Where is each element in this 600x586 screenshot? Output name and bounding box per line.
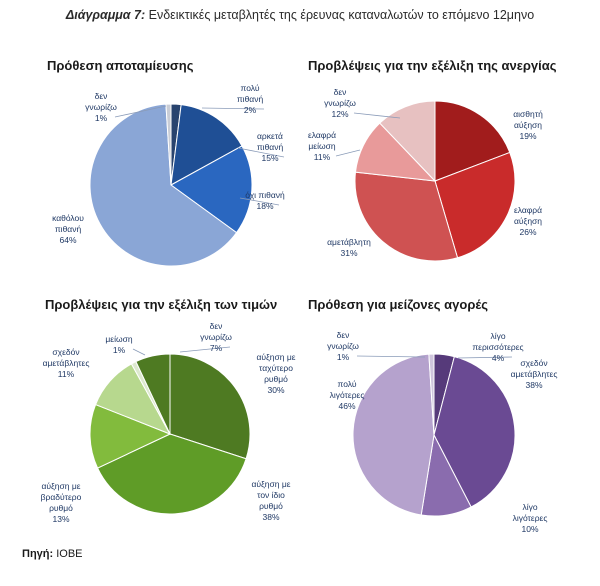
pie-slice-prices-1	[96, 433, 247, 515]
chart-caption: Διάγραμμα 7: Ενδεικτικές μεταβλητές της …	[0, 8, 600, 22]
leader-line-unemployment-4	[353, 112, 401, 119]
pie-slice-prices-2	[89, 403, 172, 469]
leader-line-prices-4	[132, 348, 146, 356]
leader-line-savings-4	[114, 105, 167, 118]
caption-text: Ενδεικτικές μεταβλητές της έρευνας καταν…	[148, 8, 535, 22]
pie-title-prices: Προβλέψεις για την εξέλιξη των τιμών	[45, 297, 278, 312]
pie-slice-purchases-1	[433, 355, 516, 508]
leader-line-savings-2	[239, 197, 280, 206]
pie-title-unemployment: Προβλέψεις για την εξέλιξη της ανεργίας	[308, 58, 557, 73]
pie-slice-unemployment-1	[434, 151, 516, 259]
pie-slice-purchases-4	[428, 353, 435, 436]
caption-number: Διάγραμμα 7:	[65, 8, 146, 22]
data-label-unemployment-2: αμετάβλητη 31%	[327, 237, 371, 258]
source-value: ΙΟΒΕ	[56, 548, 83, 560]
data-label-purchases-0: λίγο περισσότερες 4%	[472, 331, 523, 363]
data-label-prices-5: δεν γνωρίζω 7%	[200, 321, 232, 353]
data-label-savings-2: όχι πιθανή 18%	[245, 190, 285, 211]
pie-slice-prices-0	[169, 353, 251, 460]
data-label-purchases-3: πολύ λιγότερες 46%	[330, 379, 365, 411]
source-note: Πηγή: ΙΟΒΕ	[22, 548, 83, 560]
leader-line-prices-5	[179, 346, 231, 353]
data-label-prices-4: μείωση 1%	[105, 334, 132, 355]
pie-title-purchases: Πρόθεση για μείζονες αγορές	[308, 297, 488, 312]
pie-slice-savings-1	[170, 104, 243, 186]
data-label-prices-3: σχεδόν αμετάβλητες 11%	[43, 347, 90, 379]
pie-slice-unemployment-0	[434, 100, 511, 182]
pie-title-savings: Πρόθεση αποταμίευσης	[47, 58, 194, 73]
data-label-prices-1: αύξηση με τον ίδιο ρυθμό 38%	[251, 479, 290, 522]
data-label-savings-1: αρκετά πιθανή 15%	[257, 131, 284, 163]
leader-line-savings-1	[237, 147, 285, 158]
data-label-purchases-1: σχεδόν αμετάβλητες 38%	[511, 358, 558, 390]
leader-line-savings-0	[201, 107, 265, 110]
data-label-unemployment-1: ελαφρά αύξηση 26%	[514, 205, 542, 237]
pie-slice-unemployment-4	[379, 100, 436, 183]
data-label-savings-0: πολύ πιθανή 2%	[237, 83, 264, 115]
data-label-purchases-4: δεν γνωρίζω 1%	[327, 330, 359, 362]
data-label-purchases-2: λίγο λιγότερες 10%	[513, 502, 548, 534]
leader-line-purchases-0	[457, 356, 513, 359]
source-label: Πηγή:	[22, 548, 54, 560]
data-label-prices-0: αύξηση με ταχύτερο ρυθμό 30%	[256, 352, 295, 395]
leader-line-unemployment-3	[335, 149, 361, 157]
data-label-unemployment-4: δεν γνωρίζω 12%	[324, 87, 356, 119]
data-label-unemployment-3: ελαφρά μείωση 11%	[308, 130, 336, 162]
pie-slice-savings-4	[165, 103, 172, 186]
pie-slice-unemployment-2	[354, 171, 459, 262]
leader-line-purchases-4	[356, 355, 426, 358]
data-label-savings-3: καθόλου πιθανή 64%	[52, 213, 84, 245]
pie-slice-savings-2	[170, 145, 253, 234]
data-label-unemployment-0: αισθητή αύξηση 19%	[513, 109, 543, 141]
pie-slice-prices-5	[135, 353, 171, 435]
pie-slice-purchases-3	[352, 353, 435, 516]
data-label-savings-4: δεν γνωρίζω 1%	[85, 91, 117, 123]
pie-slice-savings-3	[89, 103, 238, 267]
data-label-prices-2: αύξηση με βραδύτερο ρυθμό 13%	[41, 481, 82, 524]
